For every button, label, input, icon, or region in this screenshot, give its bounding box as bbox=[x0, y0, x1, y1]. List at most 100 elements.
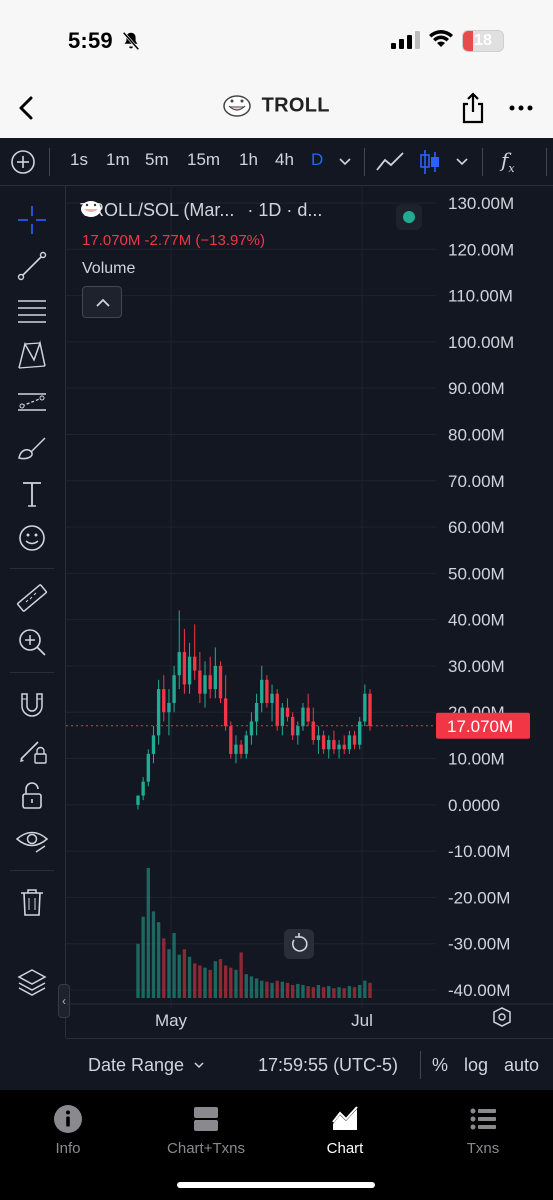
volume-bar bbox=[306, 986, 310, 998]
magnet-icon[interactable] bbox=[14, 686, 50, 722]
battery-indicator: 18 bbox=[462, 30, 504, 52]
layers-icon[interactable] bbox=[14, 964, 50, 1000]
volume-bar bbox=[358, 985, 362, 998]
chart-canvas[interactable]: 130.00M 120.00M 110.00M 100.00M 90.00M 80.00M… bbox=[66, 186, 553, 1038]
volume-bar bbox=[234, 969, 238, 998]
projection-icon[interactable] bbox=[14, 384, 50, 420]
indicators-icon[interactable]: fx bbox=[501, 148, 515, 175]
toolbar-divider bbox=[49, 148, 50, 176]
battery-percent: 18 bbox=[474, 32, 492, 49]
chevron-up-icon bbox=[96, 298, 110, 307]
collapse-toolbar-button[interactable]: ‹ bbox=[58, 984, 70, 1018]
interval-1d[interactable]: D bbox=[311, 150, 324, 169]
price-chart[interactable]: 130.00M 120.00M 110.00M 100.00M 90.00M 80.00M… bbox=[66, 186, 553, 1038]
tab-chart-txns[interactable]: Chart+Txns bbox=[146, 1104, 266, 1157]
candle-body bbox=[223, 698, 228, 727]
volume-bar bbox=[187, 956, 192, 998]
candle-body bbox=[321, 735, 326, 750]
interval-1m[interactable]: 1m bbox=[106, 150, 130, 169]
price-tick-label: 30.00M bbox=[448, 657, 505, 676]
volume-bar bbox=[193, 963, 197, 998]
candle-body bbox=[162, 689, 166, 713]
troll-face-icon bbox=[223, 95, 251, 117]
back-arrow-icon[interactable] bbox=[14, 94, 38, 122]
crosshair-icon[interactable] bbox=[14, 202, 50, 238]
trend-line-icon[interactable] bbox=[14, 248, 50, 284]
interval-1s[interactable]: 1s bbox=[70, 150, 88, 169]
clock-timezone[interactable]: 17:59:55 (UTC-5) bbox=[258, 1055, 399, 1075]
tab-bar: Info Chart+Txns Chart Txns bbox=[0, 1090, 553, 1200]
price-tick-label: 100.00M bbox=[448, 333, 514, 352]
interval-4h[interactable]: 4h bbox=[275, 150, 294, 169]
price-tick-label: 90.00M bbox=[448, 379, 505, 398]
pattern-icon[interactable] bbox=[14, 338, 50, 374]
price-tick-label: 80.00M bbox=[448, 425, 505, 444]
eye-icon[interactable] bbox=[14, 822, 50, 858]
candle-body bbox=[301, 707, 305, 727]
candle-body bbox=[311, 721, 315, 741]
add-symbol-icon[interactable] bbox=[10, 149, 36, 175]
toolbar-divider bbox=[482, 148, 483, 176]
candle-body bbox=[141, 781, 145, 796]
nav-bar: TROLL bbox=[0, 80, 553, 138]
text-tool-icon[interactable] bbox=[14, 476, 50, 512]
interval-15m[interactable]: 15m bbox=[187, 150, 221, 169]
percent-scale-toggle[interactable]: % bbox=[432, 1055, 449, 1075]
candle-body bbox=[172, 675, 176, 703]
date-range-dropdown[interactable]: Date Range bbox=[88, 1055, 205, 1076]
candle-body bbox=[218, 665, 223, 699]
volume-bar bbox=[229, 967, 233, 998]
candle-body bbox=[249, 721, 254, 736]
date-range-label: Date Range bbox=[88, 1055, 185, 1075]
brush-icon[interactable] bbox=[14, 430, 50, 466]
volume-bar bbox=[285, 982, 290, 998]
candle-body bbox=[177, 652, 181, 676]
interval-1h[interactable]: 1h bbox=[239, 150, 258, 169]
volume-bar bbox=[321, 987, 326, 998]
tab-txns[interactable]: Txns bbox=[423, 1104, 543, 1157]
interval-5m[interactable]: 5m bbox=[145, 150, 169, 169]
chevron-down-icon[interactable] bbox=[455, 155, 469, 169]
home-indicator bbox=[177, 1182, 375, 1188]
zoom-in-icon[interactable] bbox=[14, 624, 50, 660]
emoji-icon[interactable] bbox=[14, 520, 50, 556]
legend-ohlc: 17.070M -2.77M (−13.97%) bbox=[82, 232, 266, 249]
tab-chart-txns-label: Chart+Txns bbox=[167, 1140, 245, 1157]
volume-bar bbox=[156, 922, 161, 998]
candle-body bbox=[254, 702, 259, 722]
volume-bar bbox=[244, 974, 248, 998]
legend-symbol: TROLL/SOL (Mar... bbox=[80, 200, 235, 220]
volume-bar bbox=[208, 969, 212, 998]
candlestick-icon[interactable] bbox=[419, 149, 441, 175]
volume-bar bbox=[316, 985, 321, 998]
chart-app: 1s 1m 5m 15m 1h 4h D fx bbox=[0, 138, 553, 1090]
chevron-down-icon[interactable] bbox=[338, 155, 352, 169]
price-tick-label: 50.00M bbox=[448, 564, 505, 583]
collapse-legend-button[interactable] bbox=[82, 286, 122, 318]
more-options-icon[interactable] bbox=[508, 98, 534, 118]
trash-icon[interactable] bbox=[14, 884, 50, 920]
volume-bar bbox=[218, 959, 223, 998]
log-scale-toggle[interactable]: log bbox=[464, 1055, 489, 1075]
reset-chart-button[interactable] bbox=[284, 929, 314, 959]
tab-chart-label: Chart bbox=[326, 1140, 364, 1157]
volume-bar bbox=[301, 985, 305, 998]
volume-bar bbox=[260, 980, 264, 998]
fib-retracement-icon[interactable] bbox=[14, 292, 50, 328]
ruler-icon[interactable] bbox=[14, 580, 50, 616]
unlock-icon[interactable] bbox=[14, 778, 50, 814]
tab-info[interactable]: Info bbox=[8, 1104, 128, 1157]
price-tick-label: 10.00M bbox=[448, 750, 505, 769]
auto-scale-toggle[interactable]: auto bbox=[504, 1055, 540, 1075]
volume-bar bbox=[151, 911, 156, 998]
share-icon[interactable] bbox=[460, 92, 486, 124]
chart-legend: TROLL/SOL (Mar... · 1D · d... bbox=[80, 200, 422, 230]
lock-drawing-icon[interactable] bbox=[14, 732, 50, 768]
candle-body bbox=[229, 726, 233, 754]
line-chart-icon[interactable] bbox=[375, 150, 405, 174]
market-status-indicator[interactable] bbox=[396, 204, 422, 230]
tab-chart[interactable]: Chart bbox=[285, 1104, 405, 1157]
candle-body bbox=[327, 740, 331, 750]
volume-bar bbox=[146, 868, 150, 998]
candle-body bbox=[358, 721, 362, 745]
